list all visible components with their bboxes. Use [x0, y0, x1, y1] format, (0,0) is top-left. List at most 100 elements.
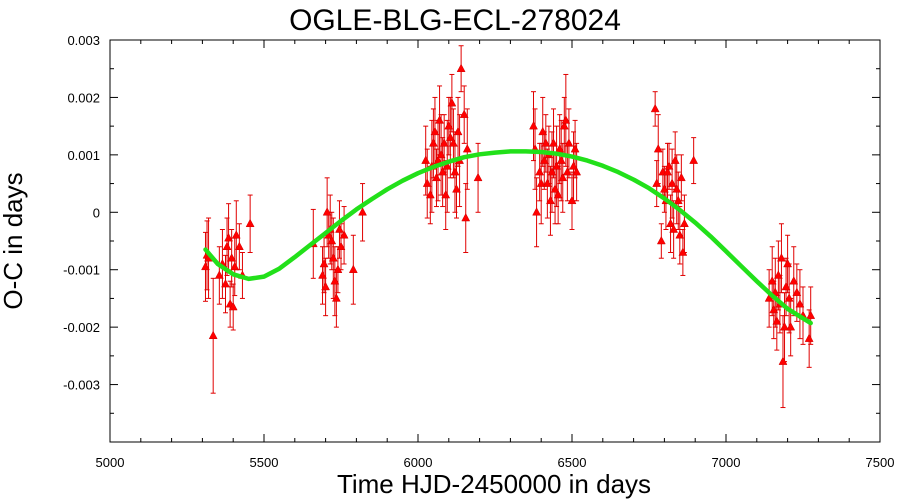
y-tick-label: -0.003	[63, 378, 100, 393]
data-point	[452, 184, 461, 193]
data-point	[222, 241, 232, 250]
error-bars	[202, 45, 814, 409]
data-point	[245, 218, 255, 228]
chart-title: OGLE-BLG-ECL-278024	[289, 4, 621, 37]
data-point	[328, 253, 338, 262]
data-point	[781, 281, 791, 291]
data-point	[461, 212, 471, 222]
data-point	[764, 293, 774, 302]
data-point	[804, 333, 814, 342]
data-point	[231, 230, 241, 239]
data-point	[780, 322, 789, 331]
data-point	[538, 126, 548, 136]
data-point	[562, 167, 572, 176]
data-point	[559, 121, 569, 130]
data-point	[650, 103, 660, 113]
data-point	[422, 178, 432, 187]
data-point	[444, 121, 454, 130]
data-point	[789, 276, 799, 285]
x-tick-label: 6500	[558, 455, 587, 470]
data-point	[339, 230, 349, 239]
data-point	[536, 178, 546, 187]
data-point	[653, 144, 663, 153]
axis-tick-labels: 5000 5500 6000 6500 7000 7500 -0.003 -0.002 -0.0…	[63, 33, 894, 470]
data-point	[201, 261, 210, 271]
data-point	[556, 155, 566, 164]
x-tick-label: 5500	[250, 455, 279, 470]
data-point	[675, 230, 685, 239]
data-point	[435, 115, 444, 124]
data-point	[335, 224, 344, 233]
y-tick-label: -0.001	[63, 263, 100, 278]
data-point	[542, 178, 552, 187]
data-point	[772, 316, 782, 325]
data-point	[783, 258, 793, 268]
data-point	[432, 172, 441, 182]
data-point	[558, 172, 568, 182]
data-point	[570, 144, 580, 153]
data-point	[784, 293, 794, 302]
data-point	[228, 302, 238, 311]
data-point	[459, 109, 469, 118]
data-point	[447, 98, 457, 107]
data-point	[442, 161, 452, 170]
data-point	[806, 310, 816, 319]
data-markers	[201, 63, 816, 365]
data-point	[669, 224, 679, 233]
data-point	[663, 167, 672, 176]
data-point	[456, 63, 466, 72]
data-point	[795, 299, 805, 308]
data-point	[773, 270, 783, 279]
data-point	[436, 149, 446, 159]
data-point	[670, 155, 680, 164]
data-point	[221, 279, 230, 288]
data-point	[430, 126, 440, 136]
data-point	[672, 184, 682, 193]
x-axis-label: Time HJD-2450000 in days	[337, 469, 651, 499]
data-point	[230, 261, 240, 271]
y-tick-label: 0.001	[67, 148, 100, 163]
data-point	[449, 138, 458, 147]
data-point	[438, 167, 448, 176]
data-point	[777, 253, 786, 262]
data-point	[234, 241, 244, 250]
axis-ticks	[109, 39, 881, 442]
data-point	[321, 281, 331, 291]
data-point	[441, 190, 451, 199]
data-point	[547, 167, 557, 176]
data-point	[319, 258, 329, 268]
data-point	[561, 115, 571, 124]
y-tick-label: 0	[93, 205, 100, 220]
data-point	[769, 304, 779, 314]
data-point	[439, 138, 449, 147]
data-point	[532, 207, 541, 216]
data-point	[535, 167, 545, 176]
data-point	[553, 190, 563, 199]
data-point	[473, 172, 483, 182]
data-point	[656, 235, 666, 245]
data-point	[564, 138, 574, 147]
y-axis-label: O-C in days	[0, 172, 28, 309]
data-point	[327, 235, 337, 245]
data-point	[572, 167, 582, 176]
data-point	[322, 207, 332, 216]
x-tick-label: 7500	[866, 455, 895, 470]
data-point	[786, 322, 796, 331]
data-point	[214, 270, 224, 279]
data-point	[546, 195, 555, 205]
data-point	[330, 276, 340, 285]
data-point	[552, 161, 562, 170]
data-point	[567, 195, 577, 205]
data-point	[689, 155, 699, 164]
data-point	[667, 178, 677, 187]
data-point	[539, 155, 549, 164]
data-point	[550, 184, 560, 193]
y-tick-label: -0.002	[63, 320, 100, 335]
y-tick-label: 0.003	[67, 33, 100, 48]
data-point	[450, 167, 460, 176]
x-tick-label: 5000	[96, 455, 125, 470]
y-tick-label: 0.002	[67, 90, 100, 105]
data-point	[358, 207, 367, 216]
data-point	[680, 218, 689, 228]
